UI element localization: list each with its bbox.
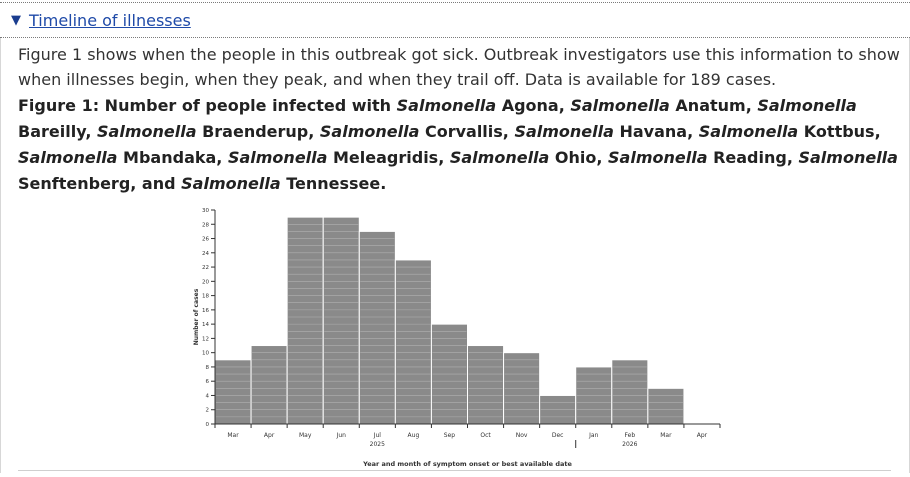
genus-name: Salmonella: [698, 122, 799, 141]
epi-curve-chart: 0 2 4 6 8 10 12 14 16 18 20 22 24 26 28 30 Mar Apr May Jun J…: [0, 200, 910, 473]
y-tick-label: 30: [202, 208, 209, 214]
bar: [214, 359, 252, 425]
serotype-name: Senftenberg,: [18, 174, 142, 193]
serotype-name: Agona,: [496, 96, 571, 115]
y-tick-label: 22: [202, 265, 209, 271]
genus-name: Salmonella: [396, 96, 497, 115]
content-bottom-divider: [18, 470, 891, 471]
y-tick-label: 26: [202, 237, 209, 243]
genus-name: Salmonella: [181, 174, 281, 193]
x-tick-label: Jan: [588, 432, 598, 439]
x-tick-label: Feb: [625, 432, 636, 439]
serotype-name: Tennessee.: [280, 174, 387, 193]
serotype-name: Meleagridis,: [327, 148, 450, 167]
y-tick-label: 28: [202, 222, 209, 228]
y-tick-label: 2: [206, 408, 210, 414]
genus-name: Salmonella: [319, 122, 420, 141]
serotype-name: Braenderup,: [196, 122, 320, 141]
top-dotted-border: [0, 2, 910, 3]
x-tick-label: Dec: [552, 432, 564, 439]
y-tick-label: 24: [202, 251, 209, 257]
x-axis-title: Year and month of symptom onset or best …: [362, 460, 572, 468]
caret-down-icon: ▼: [11, 12, 21, 28]
serotype-name: Anatum,: [669, 96, 758, 115]
serotype-name: Mbandaka,: [117, 148, 228, 167]
serotype-name: Bareilly,: [18, 122, 98, 141]
genus-name: Salmonella: [608, 148, 708, 167]
serotype-name: Havana,: [613, 122, 699, 141]
x-tick-label: Nov: [516, 432, 528, 439]
y-tick-label: 14: [202, 322, 209, 328]
bar: [286, 216, 324, 425]
genus-name: Salmonella: [449, 148, 550, 167]
x-tick-label: Apr: [697, 432, 708, 439]
genus-name: Salmonella: [227, 148, 328, 167]
figure-title-prefix: Figure 1: Number of people infected with: [18, 96, 397, 115]
y-tick-label: 10: [202, 351, 209, 357]
x-tick-label: Sep: [444, 432, 456, 439]
figure-title-conjunction: and: [141, 174, 182, 193]
genus-name: Salmonella: [570, 96, 670, 115]
y-tick-label: 6: [206, 379, 210, 385]
bar: [250, 345, 288, 425]
y-tick-label: 12: [202, 336, 209, 342]
genus-name: Salmonella: [97, 122, 197, 141]
x-tick-label: Jun: [336, 432, 347, 439]
y-tick-label: 0: [206, 422, 210, 428]
bar: [322, 216, 360, 425]
genus-name: Salmonella: [798, 148, 898, 167]
genus-name: Salmonella: [18, 148, 118, 167]
bar: [358, 230, 396, 425]
x-tick-label: Mar: [660, 432, 672, 439]
bar: [611, 359, 649, 425]
x-tick-label: Jul: [373, 432, 382, 439]
x-tick-label: Mar: [227, 432, 239, 439]
serotype-name: Reading,: [707, 148, 799, 167]
serotype-name: Ohio,: [549, 148, 609, 167]
bar: [394, 259, 432, 425]
y-tick-label: 18: [202, 294, 209, 300]
x-tick-label: Aug: [408, 432, 420, 439]
x-tick-label: May: [299, 432, 312, 439]
x-year-label: 2026: [622, 441, 637, 448]
timeline-accordion-link[interactable]: Timeline of illnesses: [29, 10, 191, 30]
bar: [467, 345, 505, 425]
y-tick-label: 16: [202, 308, 209, 314]
bar: [647, 387, 685, 425]
timeline-accordion-toggle[interactable]: ▼ Timeline of illnesses: [11, 8, 191, 32]
y-tick-label: 20: [202, 279, 209, 285]
y-tick-label: 4: [206, 393, 210, 399]
y-tick-label: 8: [206, 365, 210, 371]
serotype-name: Kottbus,: [798, 122, 881, 141]
serotype-name: Corvallis,: [419, 122, 515, 141]
intro-paragraph: Figure 1 shows when the people in this o…: [18, 45, 900, 89]
x-year-label: 2025: [370, 441, 385, 448]
x-tick-label: Oct: [480, 432, 491, 439]
genus-name: Salmonella: [757, 96, 857, 115]
y-axis-title: Number of cases: [193, 288, 200, 345]
genus-name: Salmonella: [514, 122, 614, 141]
figure-title: Figure 1: Number of people infected with…: [18, 93, 903, 197]
x-tick-label: Apr: [264, 432, 275, 439]
header-dotted-border: [0, 37, 910, 38]
